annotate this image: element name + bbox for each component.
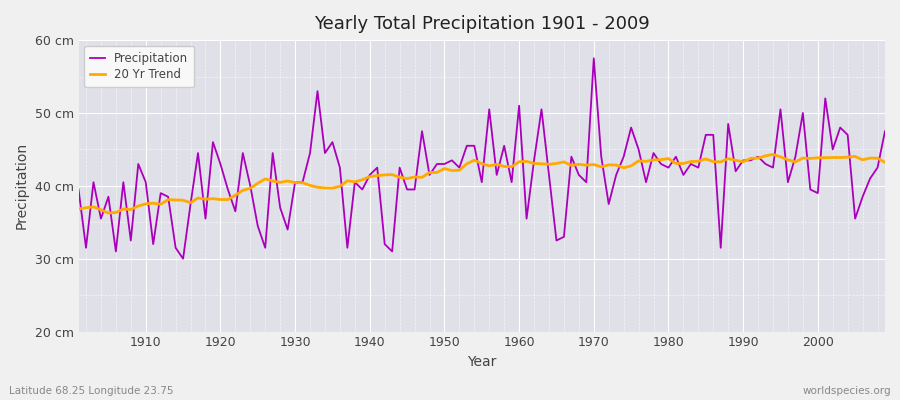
- 20 Yr Trend: [611, 163, 622, 168]
- Precipitation: [618, 154, 629, 159]
- Precipitation: [349, 180, 360, 185]
- 20 Yr Trend: [103, 211, 113, 216]
- Legend: Precipitation, 20 Yr Trend: Precipitation, 20 Yr Trend: [85, 46, 194, 87]
- X-axis label: Year: Year: [467, 355, 497, 369]
- 20 Yr Trend: [73, 207, 84, 212]
- Line: Precipitation: Precipitation: [78, 58, 885, 259]
- 20 Yr Trend: [140, 202, 151, 206]
- 20 Yr Trend: [879, 160, 890, 165]
- Precipitation: [879, 129, 890, 134]
- Y-axis label: Precipitation: Precipitation: [15, 142, 29, 230]
- Line: 20 Yr Trend: 20 Yr Trend: [78, 154, 885, 213]
- Precipitation: [177, 256, 188, 261]
- 20 Yr Trend: [349, 180, 360, 184]
- Precipitation: [304, 151, 315, 156]
- 20 Yr Trend: [304, 183, 315, 188]
- Text: Latitude 68.25 Longitude 23.75: Latitude 68.25 Longitude 23.75: [9, 386, 174, 396]
- Precipitation: [521, 216, 532, 221]
- Text: worldspecies.org: worldspecies.org: [803, 386, 891, 396]
- Title: Yearly Total Precipitation 1901 - 2009: Yearly Total Precipitation 1901 - 2009: [314, 15, 650, 33]
- 20 Yr Trend: [768, 152, 778, 157]
- Precipitation: [73, 187, 84, 192]
- 20 Yr Trend: [521, 159, 532, 164]
- Precipitation: [133, 162, 144, 166]
- 20 Yr Trend: [514, 159, 525, 164]
- Precipitation: [589, 56, 599, 61]
- Precipitation: [514, 103, 525, 108]
